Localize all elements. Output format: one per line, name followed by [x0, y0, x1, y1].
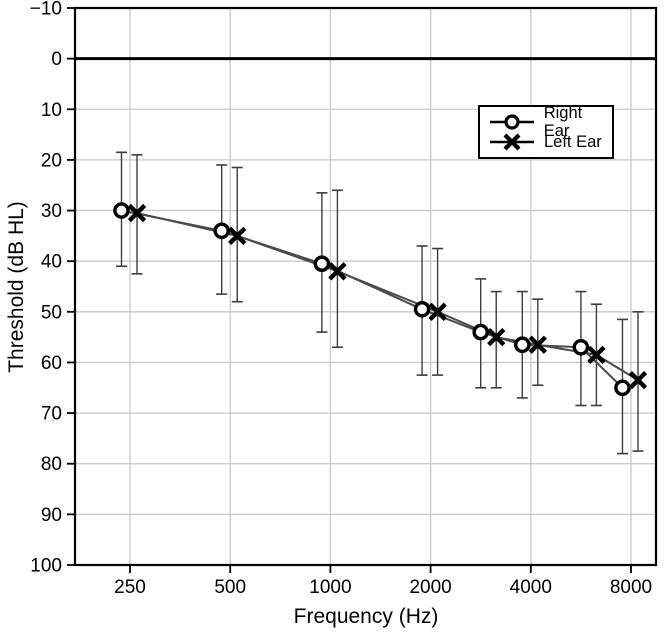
left-ear-marker: [628, 371, 648, 390]
right-ear-marker: [472, 323, 489, 341]
legend: Right Ear Left Ear: [478, 104, 614, 159]
x-tick-label: 2000: [409, 577, 451, 598]
legend-item-right-ear: Right Ear: [489, 104, 612, 140]
right-ear-marker: [572, 338, 590, 356]
right-ear-marker: [213, 222, 230, 240]
y-tick-label: 0: [51, 49, 62, 70]
y-tick-label: 80: [41, 454, 62, 475]
left-ear-marker: [487, 327, 506, 347]
legend-label-left-ear: Left Ear: [544, 133, 602, 151]
left-ear-marker: [328, 262, 347, 281]
left-ear-marker: [228, 226, 247, 246]
left-ear-line: [136, 212, 639, 382]
left-ear-marker: [127, 203, 147, 223]
x-tick-label: 500: [214, 577, 246, 598]
legend-item-left-ear: Left Ear: [489, 132, 612, 152]
right-ear-marker: [113, 202, 130, 219]
left-ear-marker: [587, 345, 606, 365]
right-ear-marker: [313, 255, 331, 273]
y-tick-label: 30: [41, 201, 62, 222]
x-tick-label: 1000: [309, 577, 351, 598]
y-tick-label: −10: [30, 0, 62, 20]
x-tick-label: 4000: [510, 577, 552, 598]
y-tick-label: 50: [41, 302, 62, 323]
plot-frame: [73, 6, 658, 567]
y-tick-label: 60: [41, 353, 62, 374]
right-ear-line: [121, 209, 624, 389]
y-tick-label: 40: [41, 252, 62, 273]
x-marker-icon: [490, 133, 534, 151]
x-tick-label: 8000: [610, 577, 652, 598]
legend-label-right-ear: Right Ear: [543, 104, 583, 140]
y-tick-label: 20: [41, 150, 62, 171]
right-ear-marker: [513, 336, 531, 354]
left-ear-marker: [528, 335, 547, 354]
y-axis-title: Threshold (dB HL): [5, 201, 28, 373]
right-ear-marker: [413, 300, 431, 318]
y-tick-label: 10: [41, 100, 62, 121]
x-axis-title: Frequency (Hz): [293, 605, 439, 628]
left-ear-marker: [428, 302, 447, 321]
y-tick-label: 70: [41, 404, 62, 425]
y-tick-label: 100: [30, 556, 62, 577]
x-tick-label: 250: [114, 577, 146, 598]
y-tick-label: 90: [41, 505, 62, 526]
right-ear-marker: [614, 379, 631, 397]
circle-marker-icon: [490, 114, 534, 130]
